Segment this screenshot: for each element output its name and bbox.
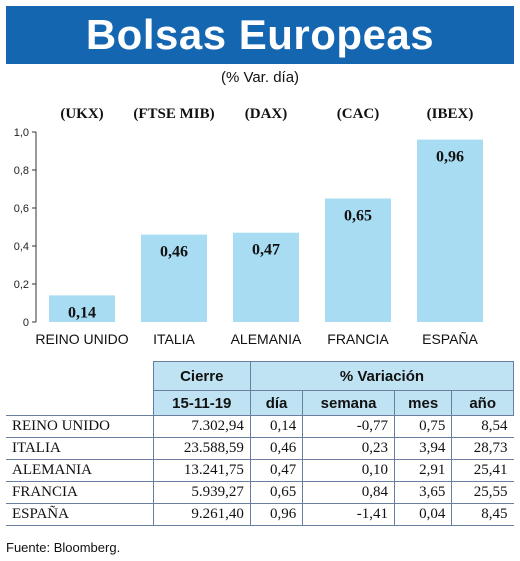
category-label: FRANCIA: [327, 331, 389, 347]
index-label: (CAC): [337, 106, 380, 122]
bar-value-label: 0,96: [436, 149, 464, 166]
bar: [417, 139, 483, 322]
index-label: (DAX): [245, 106, 288, 122]
row-mes: 0,75: [394, 415, 453, 438]
row-name: FRANCIA: [6, 481, 154, 504]
header-semana: semana: [302, 390, 395, 416]
row-dia: 0,14: [250, 415, 304, 438]
bar-value-label: 0,65: [344, 208, 372, 225]
row-dia: 0,46: [250, 437, 304, 460]
bar-value-label: 0,46: [160, 244, 188, 261]
y-tick-label: 0: [23, 317, 29, 329]
header-date: 15-11-19: [152, 390, 251, 416]
bar: [141, 234, 207, 322]
row-anio: 25,55: [451, 481, 514, 504]
header-variacion: % Variación: [249, 361, 515, 391]
table-row: ESPAÑA 9.261,40 0,96 -1,41 0,04 8,45: [6, 503, 514, 526]
row-anio: 8,54: [451, 415, 514, 438]
source-note: Fuente: Bloomberg.: [6, 540, 121, 555]
row-anio: 25,41: [451, 459, 514, 482]
row-cierre: 9.261,40: [153, 503, 251, 526]
bar-chart: 0 0,2 0,4 0,6 0,8 1,0 0,14 (UKX) REINO UNIDO 0,46…: [14, 106, 483, 347]
table-row: ITALIA 23.588,59 0,46 0,23 3,94 28,73: [6, 437, 514, 460]
row-semana: 0,23: [302, 437, 395, 460]
row-name: ESPAÑA: [6, 503, 154, 526]
row-semana: -0,77: [302, 415, 395, 438]
row-dia: 0,47: [250, 459, 304, 482]
header-mes: mes: [393, 390, 453, 416]
data-table: Cierre % Variación 15-11-19 día semana m…: [6, 361, 515, 526]
category-label: ESPAÑA: [422, 331, 478, 347]
chart-subtitle: (% Var. día): [220, 69, 300, 86]
row-semana: 0,10: [302, 459, 395, 482]
y-tick-label: 0,6: [14, 203, 29, 215]
row-mes: 3,94: [394, 437, 453, 460]
bar-value-label: 0,47: [252, 242, 280, 259]
row-cierre: 13.241,75: [153, 459, 251, 482]
row-semana: 0,84: [302, 481, 395, 504]
category-label: REINO UNIDO: [35, 331, 128, 347]
category-label: ALEMANIA: [231, 331, 302, 347]
row-mes: 3,65: [394, 481, 453, 504]
row-semana: -1,41: [302, 503, 395, 526]
bar-value-label: 0,14: [68, 304, 96, 321]
row-mes: 0,04: [394, 503, 453, 526]
table-corner: [6, 361, 154, 391]
table-row: ALEMANIA 13.241,75 0,47 0,10 2,91 25,41: [6, 459, 514, 482]
table-corner-2: [6, 390, 154, 416]
row-dia: 0,65: [250, 481, 304, 504]
y-tick-label: 1,0: [14, 127, 29, 139]
table-row: FRANCIA 5.939,27 0,65 0,84 3,65 25,55: [6, 481, 514, 504]
row-name: REINO UNIDO: [6, 415, 154, 438]
index-label: (FTSE MIB): [133, 106, 214, 122]
index-label: (IBEX): [427, 106, 474, 122]
chart-title: Bolsas Europeas: [85, 11, 435, 58]
title-bar: Bolsas Europeas: [6, 6, 514, 64]
y-tick-label: 0,4: [14, 241, 29, 253]
table-row: REINO UNIDO 7.302,94 0,14 -0,77 0,75 8,5…: [6, 415, 514, 438]
row-name: ITALIA: [6, 437, 154, 460]
row-cierre: 5.939,27: [153, 481, 251, 504]
row-cierre: 7.302,94: [153, 415, 251, 438]
y-tick-label: 0,8: [14, 165, 29, 177]
header-cierre: Cierre: [152, 361, 251, 391]
bar: [49, 295, 115, 322]
row-name: ALEMANIA: [6, 459, 154, 482]
row-cierre: 23.588,59: [153, 437, 251, 460]
row-anio: 28,73: [451, 437, 514, 460]
row-dia: 0,96: [250, 503, 304, 526]
header-anio: año: [451, 390, 514, 416]
category-label: ITALIA: [153, 331, 195, 347]
header-dia: día: [249, 390, 304, 416]
bar: [233, 232, 299, 322]
index-label: (UKX): [60, 106, 103, 122]
bar: [325, 198, 391, 322]
y-tick-label: 0,2: [14, 279, 29, 291]
row-mes: 2,91: [394, 459, 453, 482]
row-anio: 8,45: [451, 503, 514, 526]
